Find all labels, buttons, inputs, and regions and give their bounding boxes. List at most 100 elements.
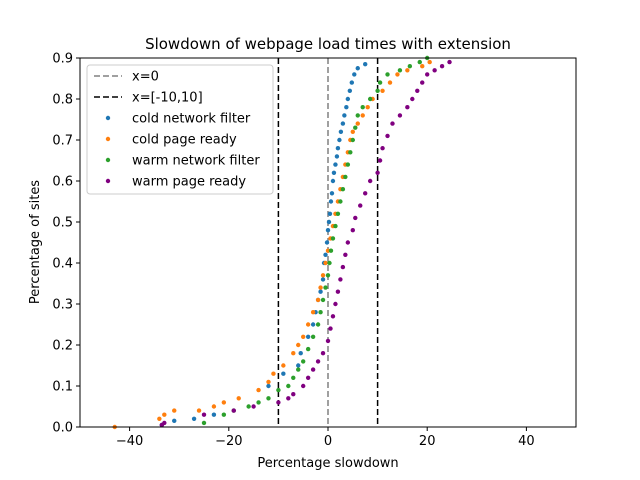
point-s1-34: [365, 105, 370, 110]
point-s1-3: [172, 408, 177, 413]
point-s2-36: [397, 68, 403, 73]
point-s2-18: [327, 260, 332, 266]
point-s3-2: [201, 412, 207, 417]
point-s2-1: [221, 412, 227, 417]
y-tick-label: 0.2: [52, 339, 73, 354]
legend-label: warm network filter: [132, 154, 260, 169]
point-s2-23: [338, 199, 343, 204]
legend-label: x=[-10,10]: [132, 91, 203, 106]
x-tick-label: 40: [518, 434, 535, 449]
point-s3-8: [301, 383, 306, 389]
point-s3-23: [353, 215, 358, 221]
point-s0-8: [305, 334, 311, 339]
point-s3-32: [397, 113, 403, 118]
point-s1-31: [350, 129, 355, 134]
point-s2-19: [328, 248, 334, 253]
point-s0-13: [320, 277, 326, 282]
point-s3-1: [162, 420, 167, 426]
point-s3-5: [276, 400, 281, 405]
point-s0-6: [296, 363, 301, 368]
point-s2-3: [246, 404, 251, 409]
point-s0-1: [172, 418, 177, 424]
point-s3-35: [415, 88, 420, 94]
point-s0-2: [191, 416, 197, 421]
point-s2-21: [333, 223, 338, 229]
point-s2-4: [256, 400, 261, 405]
point-s1-2: [162, 412, 167, 417]
point-s3-19: [340, 264, 346, 270]
y-tick-label: 0.0: [52, 421, 73, 436]
point-s0-16: [324, 240, 330, 245]
point-s1-15: [305, 322, 311, 327]
point-s0-21: [329, 191, 335, 196]
y-tick-label: 0.9: [52, 52, 73, 67]
point-s1-32: [355, 121, 360, 126]
point-s2-17: [325, 273, 331, 278]
point-s3-26: [367, 178, 373, 184]
point-s0-5: [281, 371, 286, 376]
point-s2-7: [286, 383, 291, 389]
point-s1-11: [281, 363, 286, 368]
legend: x=0 x=[-10,10] cold network filter cold pag…: [86, 64, 274, 195]
point-s1-37: [387, 80, 393, 85]
point-s2-8: [291, 375, 296, 380]
point-s0-25: [334, 154, 340, 159]
point-s1-14: [301, 334, 306, 339]
y-tick-label: 0.5: [52, 216, 73, 231]
y-tick-label: 0.8: [52, 93, 73, 108]
chart-title: Slowdown of webpage load times with exte…: [145, 35, 511, 53]
point-s1-18: [318, 285, 323, 290]
point-s3-30: [385, 133, 390, 139]
point-s2-6: [276, 387, 281, 393]
point-s2-12: [310, 334, 316, 339]
point-s3-29: [380, 146, 385, 151]
point-s2-27: [348, 150, 353, 155]
point-s2-31: [360, 105, 365, 110]
point-s2-34: [377, 80, 383, 85]
point-s0-30: [342, 113, 347, 118]
point-s3-33: [405, 105, 410, 110]
point-s1-40: [420, 63, 425, 69]
point-s0-32: [345, 96, 351, 102]
point-s2-14: [318, 310, 323, 315]
point-s1-41: [427, 59, 432, 65]
point-s2-35: [385, 72, 390, 77]
point-s0-12: [318, 289, 323, 294]
point-s2-22: [335, 211, 341, 216]
point-s0-26: [335, 146, 341, 151]
point-s3-25: [363, 191, 368, 196]
point-s0-34: [349, 80, 355, 85]
legend-marker-2: [105, 157, 111, 163]
point-s3-21: [345, 240, 351, 245]
point-s2-29: [353, 125, 358, 130]
point-s2-15: [320, 297, 326, 303]
point-s3-4: [251, 404, 256, 409]
y-axis: 0.0 0.1 0.2 0.3 0.4 0.5 0.6 0.7 0.8 0.9: [52, 52, 80, 436]
point-s1-17: [315, 297, 321, 303]
point-s3-18: [338, 277, 343, 282]
point-s1-19: [320, 273, 326, 278]
point-s2-0: [201, 420, 207, 426]
point-s2-24: [340, 187, 346, 192]
legend-label: cold page ready: [132, 133, 237, 148]
point-s0-33: [347, 88, 353, 94]
point-s3-22: [350, 228, 355, 233]
point-s1-13: [296, 342, 301, 348]
y-tick-label: 0.6: [52, 175, 73, 190]
point-s3-3: [231, 408, 236, 413]
point-s0-3: [211, 412, 217, 417]
point-s1-12: [291, 351, 296, 356]
y-tick-label: 0.7: [52, 134, 73, 149]
x-axis-label: Percentage slowdown: [257, 456, 398, 471]
point-s0-29: [340, 121, 346, 126]
point-s1-5: [211, 404, 217, 409]
point-s2-33: [375, 88, 380, 94]
y-tick-label: 0.3: [52, 298, 73, 313]
legend-marker-1: [105, 136, 111, 142]
point-s3-27: [375, 170, 380, 175]
x-axis: −40 −20 0 20 40: [116, 427, 535, 449]
point-s0-35: [352, 72, 357, 77]
point-s0-36: [355, 66, 360, 71]
y-tick-label: 0.1: [52, 380, 73, 395]
x-tick-label: −20: [215, 434, 242, 449]
